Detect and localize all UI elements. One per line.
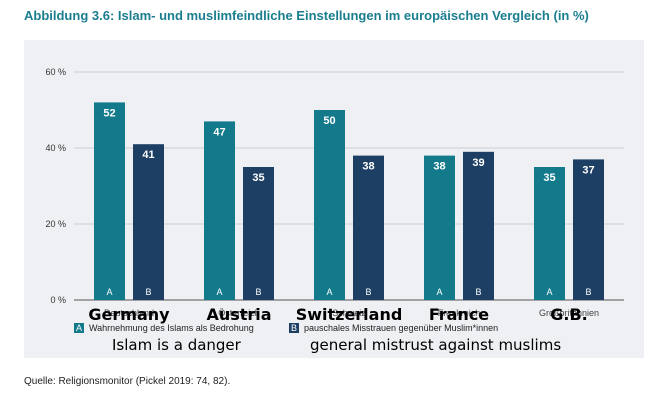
category-label: Deutschland xyxy=(104,308,154,318)
data-label: 50 xyxy=(323,115,335,127)
bar-marker: B xyxy=(585,287,591,297)
data-label: 41 xyxy=(142,149,154,161)
category-overlay-label: France xyxy=(429,305,489,324)
bar xyxy=(204,121,235,301)
legend-marker: A xyxy=(76,323,82,333)
legend-swatch xyxy=(74,323,84,333)
legend-marker: B xyxy=(291,323,297,333)
category-overlay-label: Germany xyxy=(88,305,170,324)
legend-label: pauschales Misstrauen gegenüber Muslim*i… xyxy=(304,323,498,333)
bar-marker: A xyxy=(436,287,442,297)
bar-marker: B xyxy=(475,287,481,297)
y-tick-label: 0 % xyxy=(50,295,66,305)
chart-area: 0 % 20 % 40 % 60 % 52 A 41 B Deutschland Germany 4… xyxy=(24,40,644,358)
category-overlay-label: G.B. xyxy=(550,305,587,324)
bar-marker: A xyxy=(326,287,332,297)
bar-marker: B xyxy=(365,287,371,297)
bar-marker: A xyxy=(546,287,552,297)
data-label: 38 xyxy=(433,161,445,173)
y-tick-label: 20 % xyxy=(45,219,66,229)
y-tick-label: 60 % xyxy=(45,67,66,77)
data-label: 35 xyxy=(543,172,555,184)
page-title: Abbildung 3.6: Islam- und muslimfeindlic… xyxy=(24,8,589,23)
bar xyxy=(534,167,565,300)
y-tick-label: 40 % xyxy=(45,143,66,153)
category-overlay-label: Austria xyxy=(206,305,271,324)
series-a-annotation: Islam is a danger xyxy=(112,336,242,354)
data-label: 35 xyxy=(252,172,264,184)
bar xyxy=(573,159,604,300)
bar-marker: B xyxy=(255,287,261,297)
bar xyxy=(353,155,384,300)
bar xyxy=(94,102,125,301)
category-label: Großbritannien xyxy=(539,308,599,318)
bar xyxy=(243,167,274,300)
data-label: 38 xyxy=(362,161,374,173)
bar xyxy=(463,151,494,300)
bar xyxy=(133,144,164,300)
legend-swatch xyxy=(289,323,299,333)
series-b-annotation: general mistrust against muslims xyxy=(310,336,561,354)
bar xyxy=(314,110,345,300)
category-label: Schweiz xyxy=(332,308,366,318)
category-label: Frankreich xyxy=(438,308,481,318)
legend-label: Wahrnehmung des Islams als Bedrohung xyxy=(89,323,254,333)
data-label: 52 xyxy=(103,107,115,119)
bar xyxy=(424,155,455,300)
bar-marker: B xyxy=(145,287,151,297)
source-note: Quelle: Religionsmonitor (Pickel 2019: 7… xyxy=(24,376,231,387)
bar-marker: A xyxy=(216,287,222,297)
data-label: 37 xyxy=(582,164,594,176)
data-label: 47 xyxy=(213,126,225,138)
data-label: 39 xyxy=(472,157,484,169)
bar-marker: A xyxy=(106,287,112,297)
category-overlay-label: Switzerland xyxy=(296,305,403,324)
category-label: Österreich xyxy=(218,308,260,318)
